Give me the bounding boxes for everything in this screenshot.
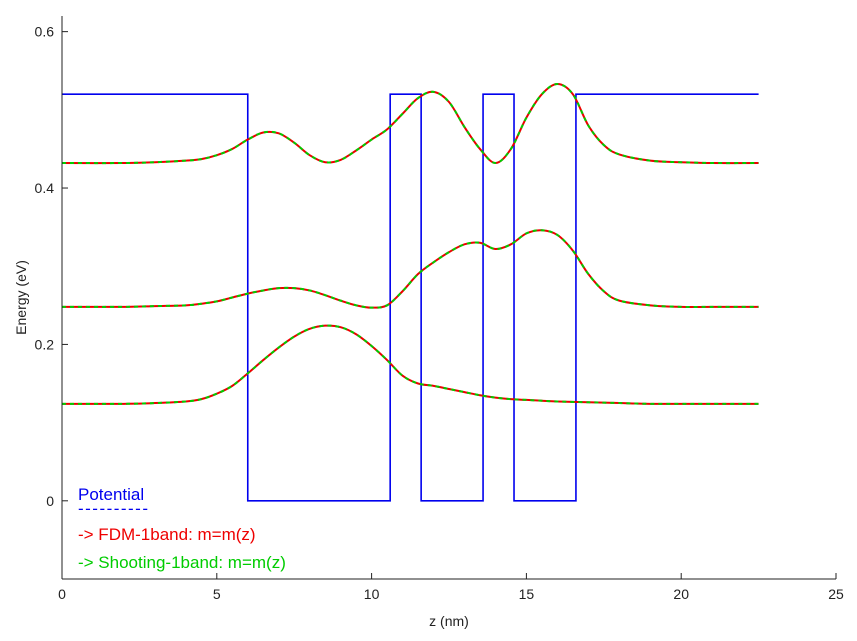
shooting-wavefunction-1 [61, 324, 759, 405]
y-tick-label: 0 [46, 493, 54, 509]
plot-area [61, 83, 759, 502]
fdm-wavefunction-2 [61, 229, 759, 309]
potential-series-line [62, 93, 759, 502]
shooting-wavefunction-2 [61, 229, 759, 309]
y-tick-label: 0.2 [35, 336, 55, 352]
x-axis-label: z (nm) [429, 613, 469, 629]
y-axis-label: Energy (eV) [13, 260, 29, 335]
y-tick-label: 0.6 [35, 24, 55, 40]
legend-entry-2: -> FDM-1band: m=m(z) [78, 525, 256, 544]
x-tick-label: 5 [213, 586, 221, 602]
legend-entry-1: Potential [78, 485, 144, 504]
axes: 0 5 10 15 20 25 0 0.2 0.4 0.6 [35, 16, 844, 602]
x-tick-label: 10 [364, 586, 380, 602]
legend-sample-potential: ---------- [78, 499, 148, 518]
shooting-wavefunction-3 [61, 83, 759, 165]
y-tick-label: 0.4 [35, 180, 55, 196]
x-tick-label: 15 [519, 586, 535, 602]
x-tick-label: 25 [828, 586, 844, 602]
x-tick-label: 20 [673, 586, 689, 602]
x-tick-label: 0 [58, 586, 66, 602]
fdm-wavefunction-1 [61, 324, 759, 405]
fdm-wavefunction-3 [61, 83, 759, 165]
legend-entry-3: -> Shooting-1band: m=m(z) [78, 553, 286, 572]
legend: Potential---------- -> FDM-1band: m=m(z) -… [78, 485, 286, 572]
